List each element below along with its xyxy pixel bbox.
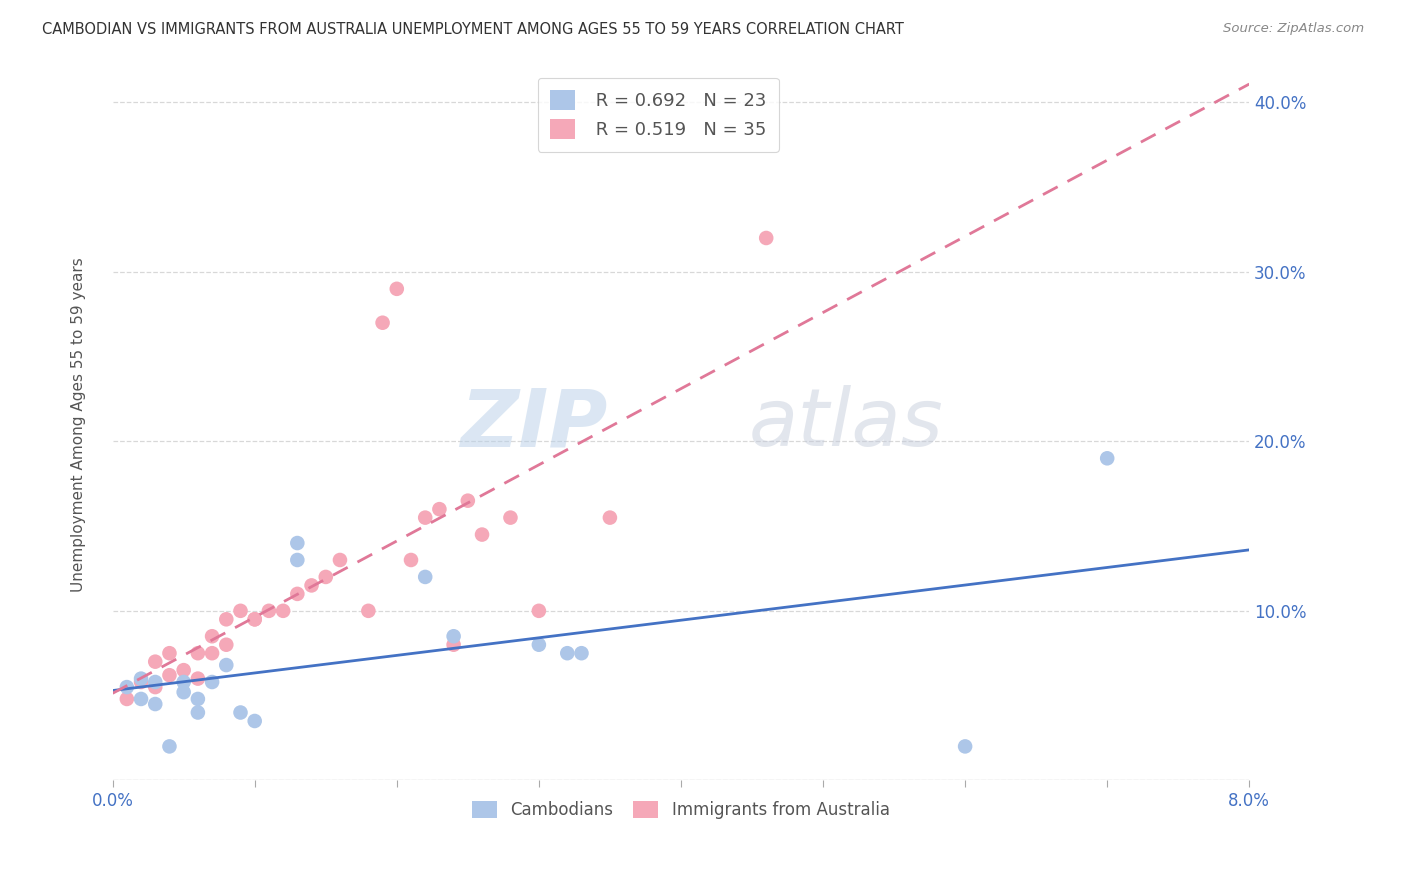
Point xyxy=(215,658,238,673)
Point xyxy=(357,604,380,618)
Point xyxy=(229,604,252,618)
Point xyxy=(143,697,166,711)
Point xyxy=(457,493,479,508)
Point xyxy=(953,739,976,754)
Point xyxy=(329,553,352,567)
Point xyxy=(1095,451,1118,466)
Point xyxy=(301,578,323,592)
Legend: Cambodians, Immigrants from Australia: Cambodians, Immigrants from Australia xyxy=(465,794,897,825)
Point xyxy=(429,502,451,516)
Point xyxy=(187,672,209,686)
Point xyxy=(571,646,593,660)
Point xyxy=(285,536,308,550)
Point xyxy=(201,646,224,660)
Point xyxy=(755,231,778,245)
Point xyxy=(271,604,294,618)
Point xyxy=(555,646,578,660)
Text: ZIP: ZIP xyxy=(460,385,607,464)
Text: CAMBODIAN VS IMMIGRANTS FROM AUSTRALIA UNEMPLOYMENT AMONG AGES 55 TO 59 YEARS CO: CAMBODIAN VS IMMIGRANTS FROM AUSTRALIA U… xyxy=(42,22,904,37)
Point xyxy=(443,638,465,652)
Point xyxy=(173,663,195,677)
Point xyxy=(201,675,224,690)
Text: atlas: atlas xyxy=(749,385,943,464)
Y-axis label: Unemployment Among Ages 55 to 59 years: Unemployment Among Ages 55 to 59 years xyxy=(72,257,86,591)
Point xyxy=(159,646,181,660)
Point xyxy=(385,282,408,296)
Point xyxy=(215,638,238,652)
Point xyxy=(143,675,166,690)
Point xyxy=(413,570,436,584)
Point xyxy=(599,510,621,524)
Point xyxy=(201,629,224,643)
Point xyxy=(243,612,266,626)
Point xyxy=(129,692,152,706)
Point xyxy=(129,672,152,686)
Point xyxy=(159,668,181,682)
Point xyxy=(159,739,181,754)
Point xyxy=(527,604,550,618)
Point xyxy=(115,692,138,706)
Point xyxy=(129,675,152,690)
Text: Source: ZipAtlas.com: Source: ZipAtlas.com xyxy=(1223,22,1364,36)
Point xyxy=(215,612,238,626)
Point xyxy=(399,553,422,567)
Point xyxy=(243,714,266,728)
Point xyxy=(443,629,465,643)
Point xyxy=(243,612,266,626)
Point xyxy=(471,527,494,541)
Point xyxy=(499,510,522,524)
Point xyxy=(173,675,195,690)
Point xyxy=(173,685,195,699)
Point xyxy=(143,680,166,694)
Point xyxy=(371,316,394,330)
Point xyxy=(285,553,308,567)
Point xyxy=(229,706,252,720)
Point xyxy=(115,680,138,694)
Point xyxy=(315,570,337,584)
Point xyxy=(285,587,308,601)
Point xyxy=(187,646,209,660)
Point xyxy=(257,604,280,618)
Point xyxy=(187,706,209,720)
Point xyxy=(187,692,209,706)
Point xyxy=(143,655,166,669)
Point xyxy=(413,510,436,524)
Point xyxy=(527,638,550,652)
